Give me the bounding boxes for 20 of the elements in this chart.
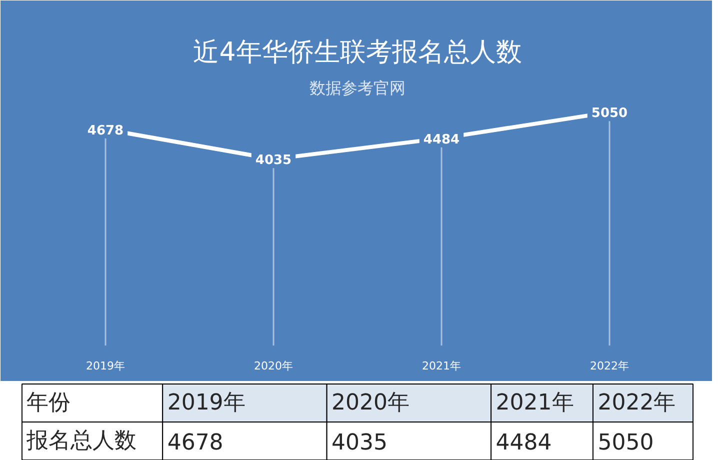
category-label: 2021年 — [496, 390, 574, 416]
category-label: 2019年 — [167, 390, 246, 416]
data-label: 4035 — [255, 153, 292, 168]
text: 年份 — [26, 390, 71, 416]
data-label: 4484 — [496, 430, 552, 456]
data-label: 4678 — [87, 123, 124, 138]
data-label: 4035 — [332, 430, 388, 456]
data-label: 5050 — [598, 430, 654, 456]
data-label: 4678 — [167, 430, 224, 456]
x-tick-label: 2020年 — [254, 360, 294, 372]
text: 报名总人数 — [26, 428, 137, 454]
x-tick-label: 2021年 — [422, 360, 462, 372]
data-label: 5050 — [591, 106, 628, 122]
x-tick-label: 2019年 — [86, 360, 126, 372]
x-tick-label: 2022年 — [590, 360, 630, 372]
chart-title: 近4年华侨生联考报名总人数 — [193, 38, 522, 68]
data-label: 4484 — [423, 132, 460, 148]
chart-subtitle: 数据参考官网 — [310, 78, 406, 98]
category-label: 2022年 — [598, 390, 676, 416]
category-label: 2020年 — [332, 390, 410, 416]
